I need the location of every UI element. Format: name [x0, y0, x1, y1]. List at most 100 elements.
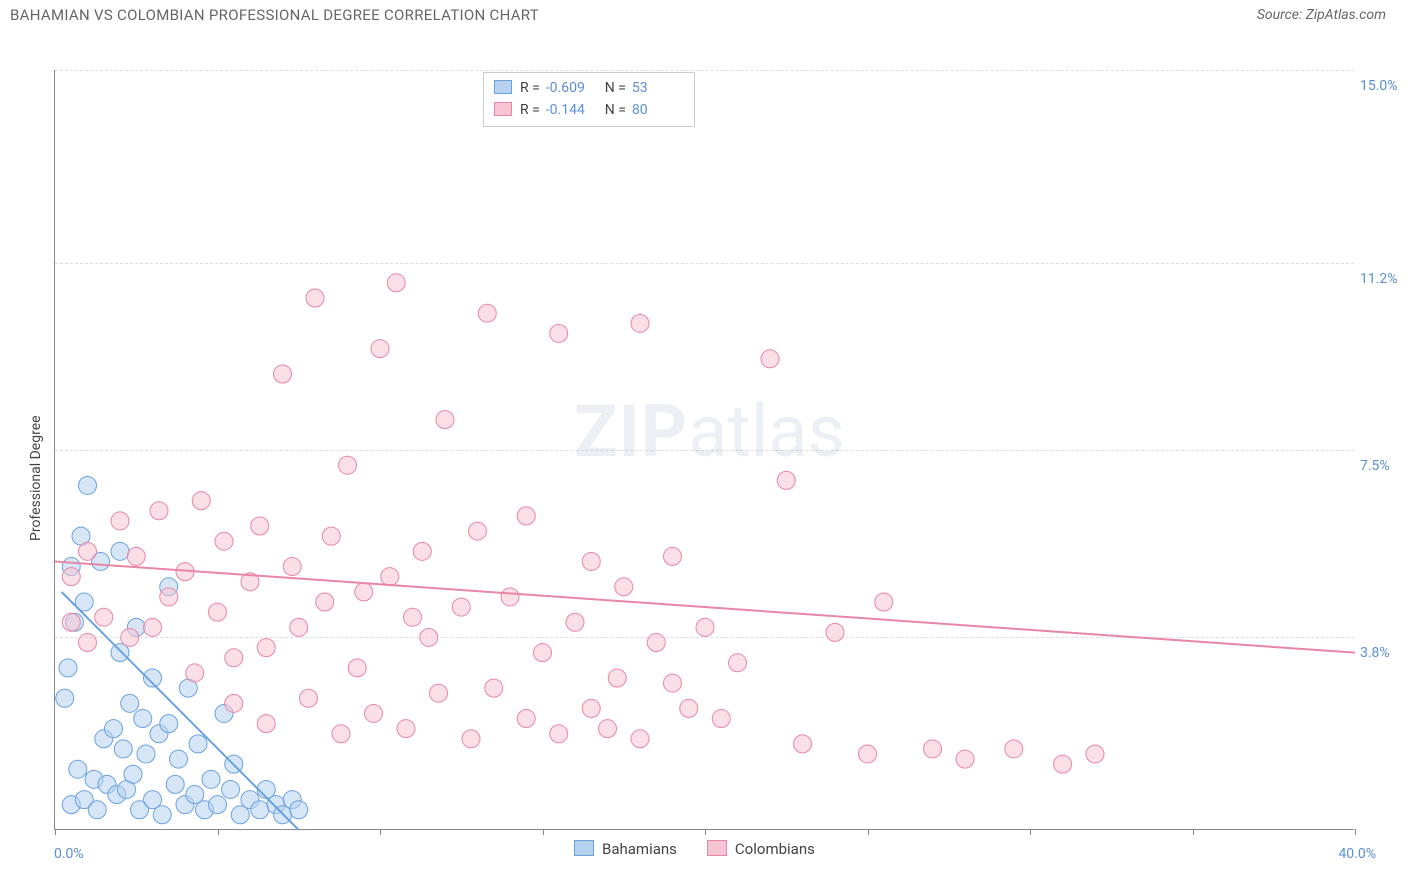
data-point: [404, 608, 422, 626]
data-point: [712, 710, 730, 728]
data-point: [300, 689, 318, 707]
series-legend: Bahamians Colombians: [574, 840, 815, 858]
data-point: [436, 411, 454, 429]
data-point: [186, 664, 204, 682]
data-point: [111, 512, 129, 530]
data-point: [599, 720, 617, 738]
y-tick-label: 15.0%: [1360, 78, 1398, 94]
data-point: [121, 694, 139, 712]
data-point: [134, 710, 152, 728]
data-point: [462, 730, 480, 748]
data-point: [257, 715, 275, 733]
regression-line: [55, 561, 1355, 652]
data-point: [251, 517, 269, 535]
data-point: [79, 476, 97, 494]
data-point: [826, 623, 844, 641]
data-point: [478, 304, 496, 322]
data-point: [231, 806, 249, 824]
data-point: [306, 289, 324, 307]
data-point: [95, 608, 113, 626]
data-point: [550, 725, 568, 743]
data-point: [1086, 745, 1104, 763]
data-point: [420, 628, 438, 646]
data-point: [332, 725, 350, 743]
data-point: [664, 547, 682, 565]
data-point: [56, 689, 74, 707]
data-point: [397, 720, 415, 738]
data-point: [215, 532, 233, 550]
data-point: [290, 801, 308, 819]
data-point: [534, 644, 552, 662]
x-min-label: 0.0%: [54, 846, 84, 862]
legend-swatch: [574, 840, 594, 856]
data-point: [875, 593, 893, 611]
data-point: [153, 806, 171, 824]
data-point: [225, 694, 243, 712]
legend-swatch: [707, 840, 727, 856]
data-point: [225, 649, 243, 667]
stats-row: R =-0.144 N =80: [494, 99, 684, 121]
y-tick-label: 11.2%: [1360, 271, 1398, 287]
data-point: [452, 598, 470, 616]
data-point: [189, 735, 207, 753]
data-point: [387, 274, 405, 292]
data-point: [62, 568, 80, 586]
legend-label: Bahamians: [602, 840, 677, 858]
data-point: [371, 340, 389, 358]
data-point: [322, 527, 340, 545]
data-point: [114, 740, 132, 758]
data-point: [209, 603, 227, 621]
chart-title: BAHAMIAN VS COLOMBIAN PROFESSIONAL DEGRE…: [10, 6, 539, 24]
data-point: [160, 588, 178, 606]
data-point: [501, 588, 519, 606]
data-point: [274, 365, 292, 383]
x-max-label: 40.0%: [1338, 846, 1376, 862]
data-point: [170, 750, 188, 768]
data-point: [144, 618, 162, 636]
data-point: [517, 507, 535, 525]
data-point: [127, 547, 145, 565]
scatter-svg: [55, 70, 1355, 830]
y-tick-label: 3.8%: [1360, 645, 1390, 661]
data-point: [794, 735, 812, 753]
data-point: [121, 628, 139, 646]
data-point: [761, 350, 779, 368]
correlation-chart: 3.8% 7.5% 11.2% 15.0% Professional Degree 0.0…: [10, 34, 1396, 890]
data-point: [111, 644, 129, 662]
data-point: [631, 314, 649, 332]
data-point: [664, 674, 682, 692]
data-point: [517, 710, 535, 728]
legend-item: Colombians: [707, 840, 815, 858]
legend-swatch: [494, 102, 512, 116]
data-point: [924, 740, 942, 758]
data-point: [608, 669, 626, 687]
data-point: [381, 568, 399, 586]
data-point: [647, 634, 665, 652]
data-point: [79, 542, 97, 560]
data-point: [365, 704, 383, 722]
data-point: [137, 745, 155, 763]
data-point: [348, 659, 366, 677]
data-point: [144, 791, 162, 809]
y-tick-label: 7.5%: [1360, 458, 1390, 474]
data-point: [202, 770, 220, 788]
y-axis-label: Professional Degree: [28, 416, 44, 542]
stats-legend: R =-0.609 N =53R =-0.144 N =80: [483, 72, 695, 127]
data-point: [150, 502, 168, 520]
data-point: [582, 699, 600, 717]
legend-item: Bahamians: [574, 840, 677, 858]
data-point: [59, 659, 77, 677]
data-point: [283, 558, 301, 576]
data-point: [192, 492, 210, 510]
data-point: [956, 750, 974, 768]
data-point: [615, 578, 633, 596]
x-tick: [1355, 829, 1356, 835]
data-point: [257, 780, 275, 798]
data-point: [469, 522, 487, 540]
data-point: [485, 679, 503, 697]
chart-header: BAHAMIAN VS COLOMBIAN PROFESSIONAL DEGRE…: [0, 0, 1406, 30]
data-point: [566, 613, 584, 631]
data-point: [729, 654, 747, 672]
data-point: [124, 765, 142, 783]
regression-line: [62, 592, 299, 830]
